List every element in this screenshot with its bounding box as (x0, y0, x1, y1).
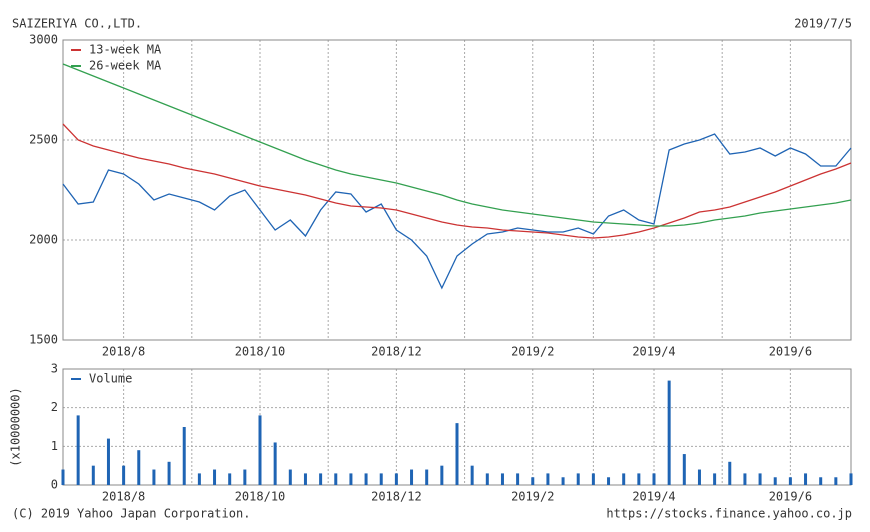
volume-bar (440, 465, 444, 485)
volume-bar (773, 477, 777, 485)
legend-label: 13-week MA (89, 43, 162, 57)
price-line (62, 123, 852, 239)
volume-bar (213, 469, 217, 485)
volume-bar (804, 473, 808, 485)
y-tick-label: 1 (51, 439, 58, 453)
volume-bar (713, 473, 717, 485)
volume-bar (319, 473, 323, 485)
y-tick-label: 1500 (29, 333, 58, 347)
volume-bar (697, 469, 701, 485)
date: 2019/7/5 (794, 17, 852, 31)
volume-bar (500, 473, 504, 485)
volume-bar (546, 473, 550, 485)
x-tick-label: 2019/6 (769, 345, 812, 359)
volume-bar (379, 473, 383, 485)
x-tick-label: 2018/8 (102, 490, 145, 504)
volume-bar (819, 477, 823, 485)
volume-bar (228, 473, 232, 485)
company-title: SAIZERIYA CO.,LTD. (12, 17, 142, 31)
legend-label: 26-week MA (89, 59, 162, 73)
volume-bar (167, 461, 171, 485)
x-tick-label: 2018/12 (371, 490, 422, 504)
volume-bar (637, 473, 641, 485)
source-url: https://stocks.finance.yahoo.co.jp (606, 507, 852, 521)
volume-bar (106, 438, 110, 485)
legend-label: Volume (89, 372, 132, 386)
volume-bar (591, 473, 595, 485)
volume-bar (137, 450, 141, 485)
volume-bar (394, 473, 398, 485)
x-tick-label: 2018/8 (102, 345, 145, 359)
x-tick-label: 2018/10 (235, 345, 286, 359)
price-line (62, 133, 852, 290)
volume-bar (425, 469, 429, 485)
volume-bar (788, 477, 792, 485)
volume-bar (470, 465, 474, 485)
y-tick-label: 2500 (29, 133, 58, 147)
volume-bar (91, 465, 95, 485)
volume-bar (182, 427, 186, 485)
y-tick-label: 2 (51, 400, 58, 414)
volume-bar (485, 473, 489, 485)
volume-bar (364, 473, 368, 485)
volume-bar (243, 469, 247, 485)
volume-bar (728, 461, 732, 485)
volume-bar (197, 473, 201, 485)
y-axis-label: (x10000000) (9, 387, 23, 466)
volume-bar (622, 473, 626, 485)
volume-bar (607, 477, 611, 485)
volume-bar (122, 465, 126, 485)
volume-bar (667, 380, 671, 485)
volume-bar (531, 477, 535, 485)
x-tick-label: 2019/2 (511, 345, 554, 359)
volume-bar (273, 442, 277, 485)
volume-bar (576, 473, 580, 485)
volume-bar (849, 473, 853, 485)
price-line (62, 63, 852, 227)
volume-bar (349, 473, 353, 485)
x-tick-label: 2019/4 (632, 345, 675, 359)
volume-bar (76, 415, 80, 485)
volume-bar (61, 469, 65, 485)
x-tick-label: 2018/10 (235, 490, 286, 504)
volume-bar (334, 473, 338, 485)
copyright: (C) 2019 Yahoo Japan Corporation. (12, 507, 250, 521)
volume-bar (455, 423, 459, 485)
volume-bar (758, 473, 762, 485)
plot-frame (62, 39, 852, 341)
x-tick-label: 2018/12 (371, 345, 422, 359)
x-tick-label: 2019/2 (511, 490, 554, 504)
volume-bar (410, 469, 414, 485)
volume-bar (652, 473, 656, 485)
volume-bar (561, 477, 565, 485)
y-tick-label: 3000 (29, 33, 58, 47)
x-tick-label: 2019/4 (632, 490, 675, 504)
volume-bar (834, 477, 838, 485)
volume-bar (516, 473, 520, 485)
volume-bar (303, 473, 307, 485)
y-tick-label: 2000 (29, 233, 58, 247)
volume-bar (743, 473, 747, 485)
y-tick-label: 0 (51, 478, 58, 492)
x-tick-label: 2019/6 (769, 490, 812, 504)
volume-bar (682, 454, 686, 485)
volume-bar (152, 469, 156, 485)
y-tick-label: 3 (51, 362, 58, 376)
volume-bar (258, 415, 262, 485)
volume-bar (288, 469, 292, 485)
